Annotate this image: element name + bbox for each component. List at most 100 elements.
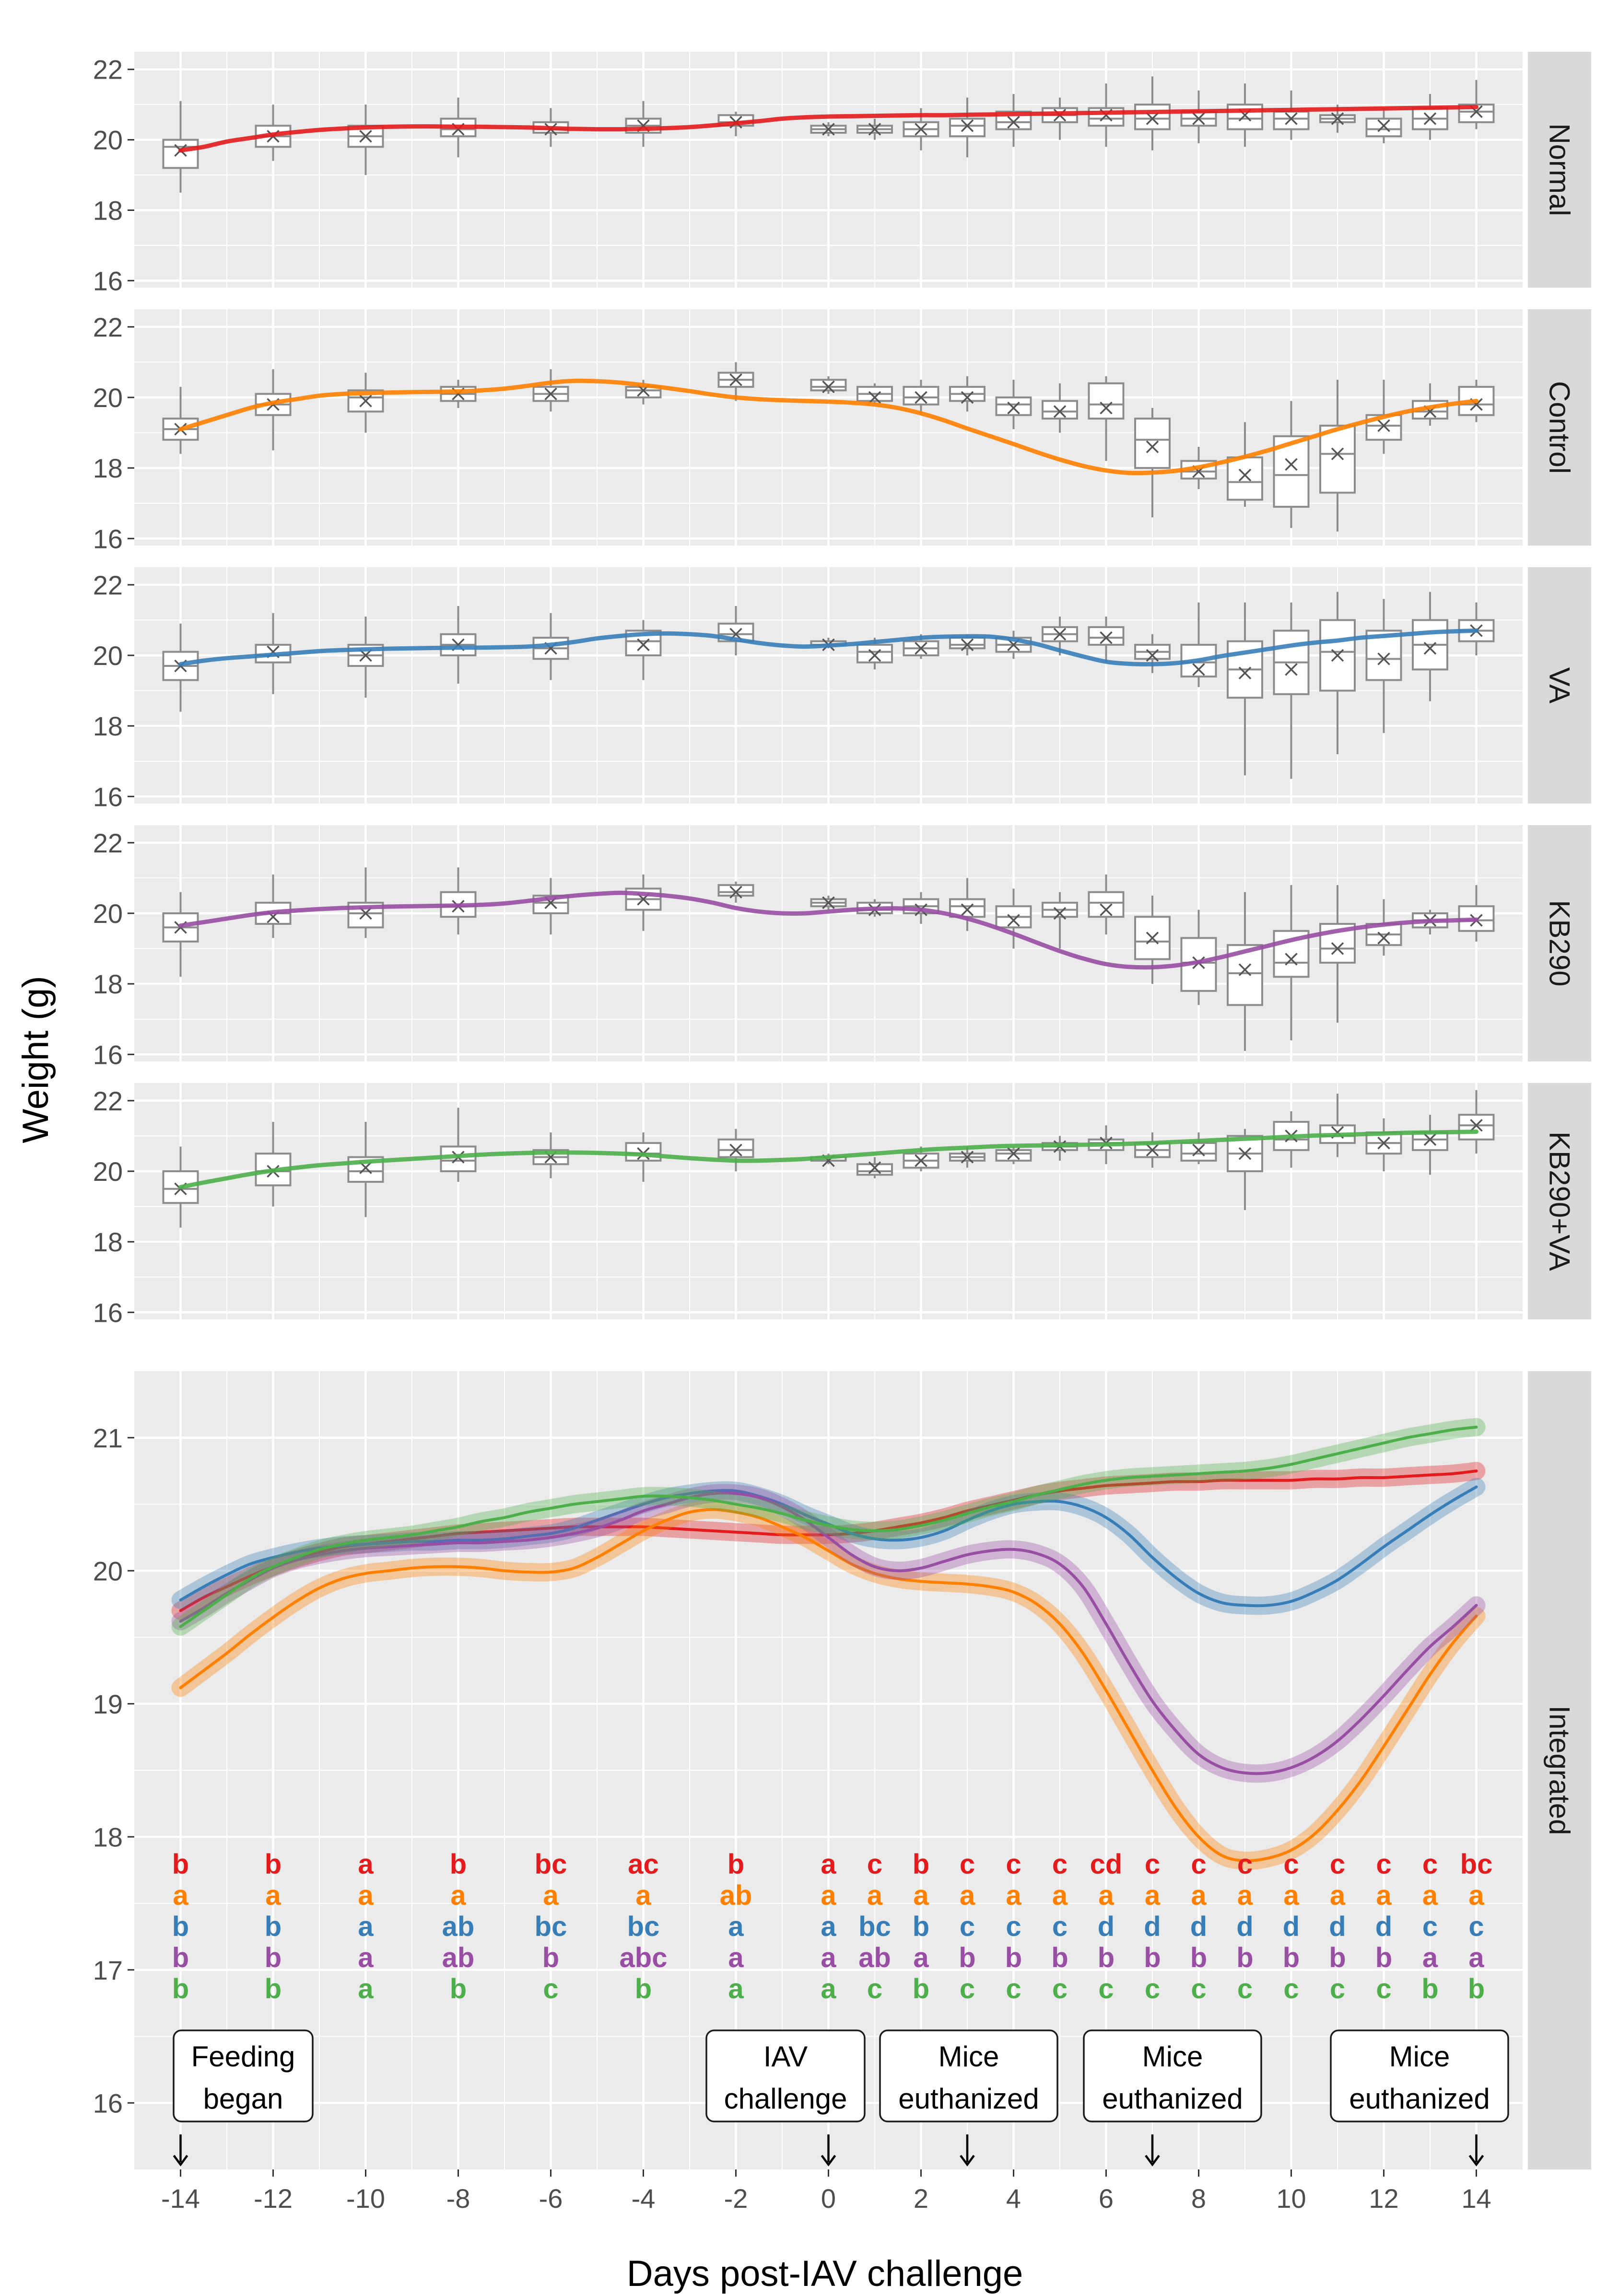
box-day-14 [1458, 1090, 1495, 1154]
annotation-text: Feeding [191, 2040, 295, 2073]
significance-letter: a [1098, 1880, 1114, 1911]
box-day-4 [995, 1146, 1032, 1165]
event-annotation: Mice euthanized [879, 2029, 1058, 2167]
mean-marker [961, 903, 974, 916]
significance-letter: a [1006, 1880, 1021, 1911]
significance-letter: d [1283, 1911, 1300, 1942]
box-body [995, 1149, 1032, 1162]
annotation-text: began [203, 2083, 283, 2115]
x-tick-label: 14 [1461, 2183, 1491, 2214]
y-tick-label: 17 [93, 1955, 123, 1985]
annotation-box [1330, 2029, 1509, 2122]
y-tick-label: 22 [93, 570, 123, 600]
facet-strip [1528, 1083, 1591, 1319]
significance-letter: c [1052, 1973, 1068, 2005]
significance-letter: a [1422, 1942, 1438, 1973]
mean-marker [822, 896, 835, 909]
box-body [1088, 626, 1125, 646]
x-tick-label: -10 [346, 2183, 385, 2214]
box-day-3 [949, 97, 985, 158]
box-body [717, 884, 754, 897]
trend-line [178, 105, 1478, 153]
box-body [1134, 104, 1171, 130]
significance-letter: b [1329, 1942, 1346, 1973]
box-day-9 [1227, 422, 1263, 507]
box-day-3 [949, 1146, 985, 1168]
box-day-5 [1042, 383, 1078, 433]
annotation-box [1083, 2029, 1262, 2122]
box-body [1042, 400, 1078, 420]
box-day--2 [717, 1129, 754, 1171]
mean-marker [1238, 1147, 1252, 1160]
significance-letter: a [728, 1942, 744, 1973]
significance-letter: b [1051, 1942, 1068, 1973]
box-day-12 [1365, 108, 1402, 143]
significance-letter: b [450, 1849, 467, 1880]
mean-marker [868, 391, 881, 404]
y-tick-label: 20 [93, 1156, 123, 1187]
panel-normal: 16 18 20 22 Normal [93, 52, 1591, 296]
significance-letter: c [960, 1973, 975, 2005]
mean-marker [637, 638, 650, 652]
series-line [179, 1492, 1478, 1775]
box-body [1180, 1142, 1217, 1162]
mean-marker [1285, 953, 1298, 966]
significance-letter: a [543, 1880, 559, 1911]
box-body [1227, 944, 1263, 1006]
mean-marker [915, 1154, 927, 1167]
x-tick-label: -12 [254, 2183, 293, 2214]
annotation-text: euthanized [1102, 2083, 1243, 2115]
significance-letter: c [1098, 1973, 1114, 2005]
significance-letter: a [1191, 1880, 1207, 1911]
box-day-9 [1227, 1129, 1263, 1210]
series-kb290-va [171, 1418, 1486, 1636]
significance-letter: b [913, 1849, 929, 1880]
mean-marker [1192, 663, 1205, 676]
box-day-1 [856, 383, 893, 405]
significance-letter: a [358, 1973, 374, 2005]
significance-letter: b [1421, 1973, 1438, 2005]
box-body [625, 1142, 662, 1162]
mean-marker [1423, 642, 1437, 655]
mean-marker [1146, 440, 1159, 454]
box-body [1088, 891, 1125, 918]
box-day-2 [903, 634, 939, 659]
mean-marker [1238, 963, 1252, 976]
significance-letter: b [172, 1973, 189, 2005]
box-body [1134, 418, 1171, 469]
significance-letter: c [960, 1849, 975, 1880]
mean-marker [1007, 914, 1020, 927]
mean-marker [1053, 907, 1067, 920]
significance-letter: c [1468, 1911, 1484, 1942]
significance-letter: c [543, 1973, 558, 2005]
annotation-arrow-head [173, 2155, 188, 2167]
y-tick-label: 21 [93, 1423, 123, 1453]
letters-va: b b a ab bc bc a a bc b c c c d d d d d d d c c [172, 1911, 1484, 1942]
mean-marker [1007, 1147, 1020, 1160]
x-tick-label: 4 [1006, 2183, 1021, 2214]
significance-letter: a [1145, 1880, 1161, 1911]
box-body [1273, 110, 1310, 130]
box-day-3 [949, 634, 985, 655]
significance-letter: a [821, 1880, 836, 1911]
mean-marker [1053, 405, 1067, 418]
significance-letter: b [1005, 1942, 1022, 1973]
x-axis-title: Days post-IAV challenge [627, 2253, 1023, 2294]
significance-letter: c [960, 1911, 975, 1942]
significance-letter: a [265, 1880, 281, 1911]
mean-marker [1146, 932, 1159, 944]
box-day--14 [162, 386, 199, 454]
significance-letter: a [867, 1880, 883, 1911]
significance-letter: c [867, 1973, 882, 2005]
y-tick-label: 16 [93, 1039, 123, 1070]
significance-letter: b [913, 1973, 929, 2005]
box-body [1088, 382, 1125, 420]
significance-letter: b [1190, 1942, 1207, 1973]
mean-marker [1238, 468, 1252, 482]
significance-letter: d [1375, 1911, 1392, 1942]
significance-letter: a [913, 1880, 929, 1911]
mean-marker [359, 130, 372, 143]
significance-letter: bc [858, 1911, 891, 1942]
box-day-11 [1319, 380, 1356, 532]
mean-marker [1146, 649, 1159, 662]
